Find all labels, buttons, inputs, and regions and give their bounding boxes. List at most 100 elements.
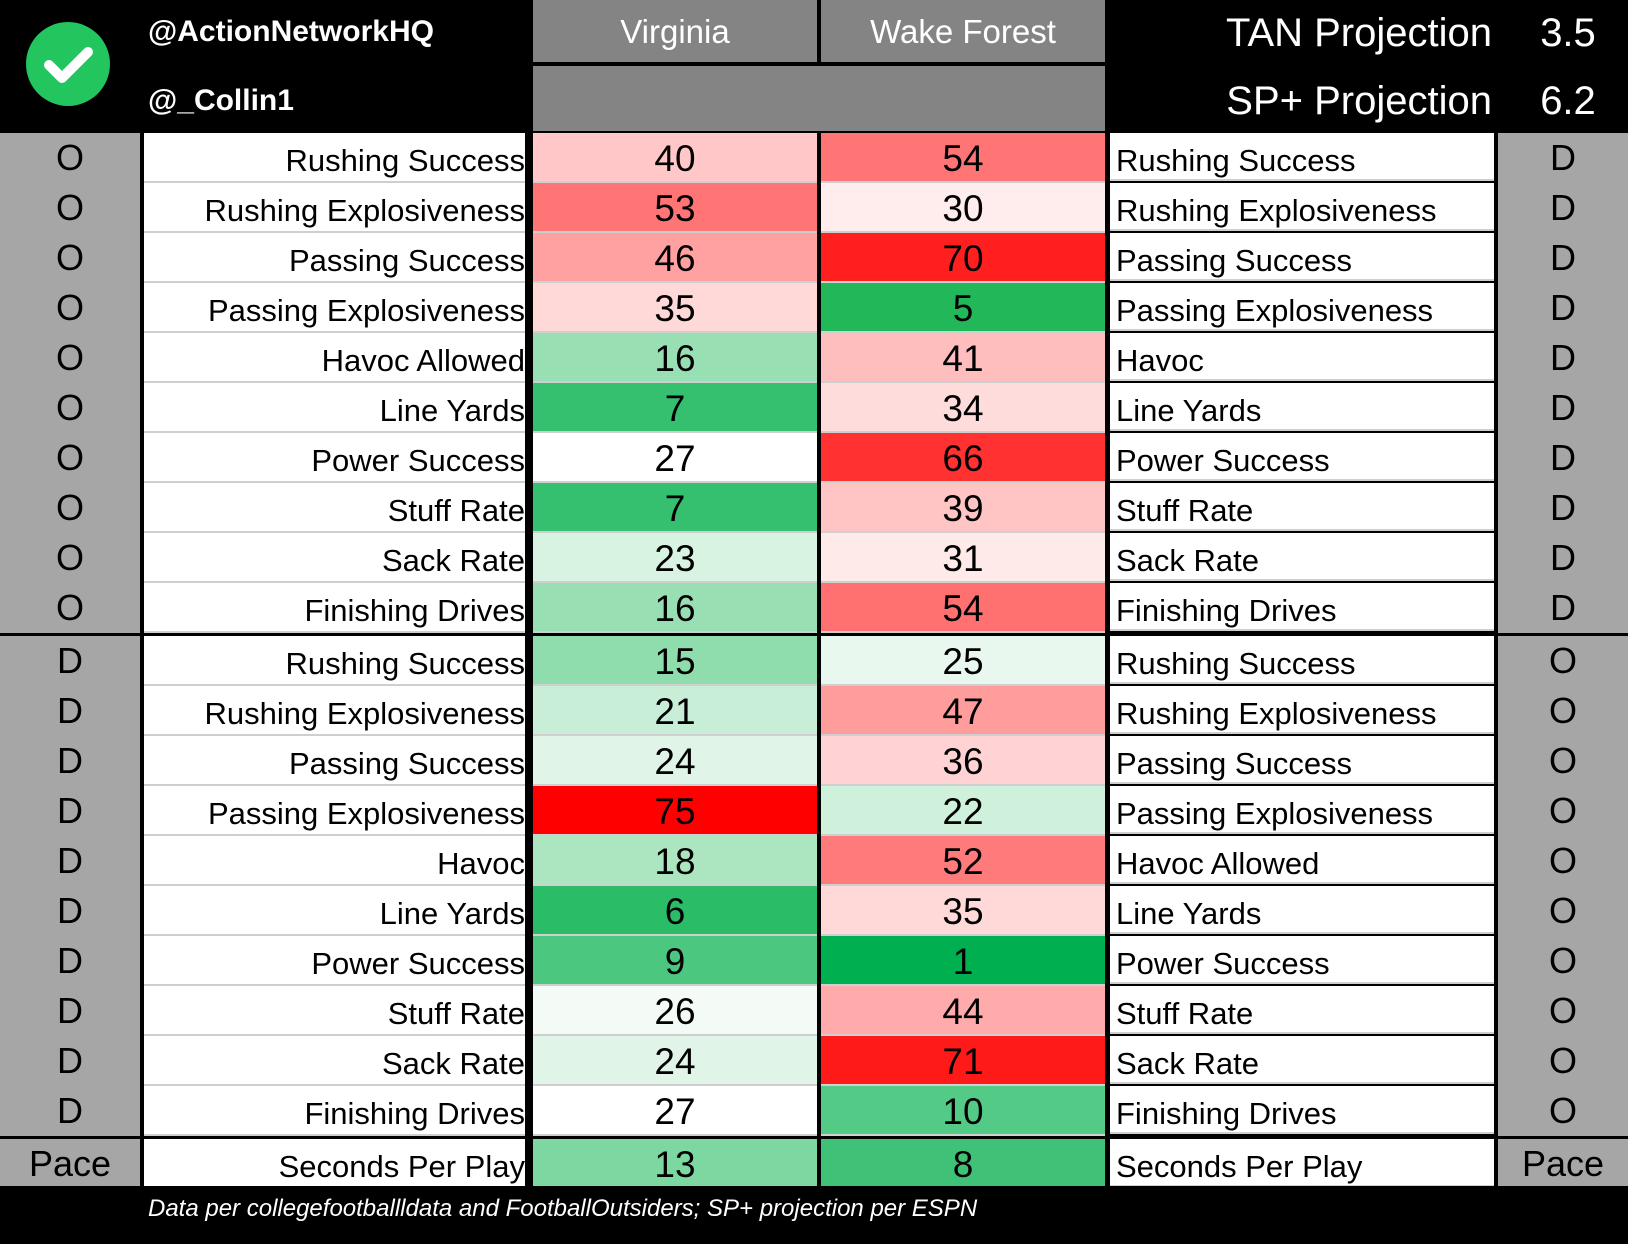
- metric-label-right: Sack Rate: [1110, 1036, 1494, 1084]
- team-a-value: 9: [533, 936, 817, 986]
- metric-label-right: Stuff Rate: [1110, 483, 1494, 531]
- team-a-value: 7: [533, 383, 817, 433]
- team-subheader-bar: [533, 66, 1105, 131]
- metric-label-right: Power Success: [1110, 433, 1494, 481]
- side-label-left: D: [0, 1086, 140, 1136]
- table-row: D Passing Explosiveness 75 22 Passing Explos…: [0, 786, 1628, 836]
- side-label-right: O: [1498, 836, 1628, 886]
- metric-label-right: Line Yards: [1110, 383, 1494, 431]
- team-b-value: 25: [821, 636, 1105, 686]
- metric-label-right: Line Yards: [1110, 886, 1494, 934]
- table-row: D Stuff Rate 26 44 Stuff Rate O: [0, 986, 1628, 1036]
- side-label-right: D: [1498, 233, 1628, 283]
- side-label-right: O: [1498, 1086, 1628, 1136]
- team-a-value: 27: [533, 433, 817, 483]
- matchup-table: O Rushing Success 40 54 Rushing Success D O Rus…: [0, 133, 1628, 1189]
- metric-label-left: Finishing Drives: [144, 1086, 525, 1136]
- table-row: D Rushing Success 15 25 Rushing Success O: [0, 633, 1628, 686]
- table-row: O Passing Explosiveness 35 5 Passing Explosi…: [0, 283, 1628, 333]
- team-a-value: 26: [533, 986, 817, 1036]
- side-label-left: O: [0, 233, 140, 283]
- metric-label-left: Rushing Explosiveness: [144, 686, 525, 736]
- table-row: Pace Seconds Per Play 13 8 Seconds Per Play P…: [0, 1136, 1628, 1189]
- metric-label-right: Sack Rate: [1110, 533, 1494, 581]
- team-b-value: 36: [821, 736, 1105, 786]
- table-row: D Line Yards 6 35 Line Yards O: [0, 886, 1628, 936]
- team-a-value: 53: [533, 183, 817, 233]
- checkmark-logo-icon: [26, 22, 110, 106]
- side-label-right: O: [1498, 686, 1628, 736]
- metric-label-right: Rushing Explosiveness: [1110, 686, 1494, 734]
- side-label-left: D: [0, 686, 140, 736]
- side-label-left: D: [0, 836, 140, 886]
- side-label-left: O: [0, 333, 140, 383]
- team-a-value: 6: [533, 886, 817, 936]
- side-label-right: D: [1498, 583, 1628, 633]
- team-a-value: 7: [533, 483, 817, 533]
- metric-label-left: Passing Explosiveness: [144, 786, 525, 836]
- team-b-value: 66: [821, 433, 1105, 483]
- metric-label-right: Finishing Drives: [1110, 583, 1494, 631]
- side-label-right: Pace: [1498, 1139, 1628, 1189]
- team-a-value: 13: [533, 1139, 817, 1189]
- team-b-value: 47: [821, 686, 1105, 736]
- table-row: D Power Success 9 1 Power Success O: [0, 936, 1628, 986]
- side-label-right: O: [1498, 886, 1628, 936]
- metric-label-right: Havoc Allowed: [1110, 836, 1494, 884]
- footer: Data per collegefootballldata and Footba…: [0, 1186, 1628, 1244]
- team-b-value: 5: [821, 283, 1105, 333]
- side-label-left: O: [0, 383, 140, 433]
- table-row: D Finishing Drives 27 10 Finishing Drives O: [0, 1086, 1628, 1136]
- side-label-right: D: [1498, 333, 1628, 383]
- team-b-value: 71: [821, 1036, 1105, 1086]
- side-label-left: O: [0, 583, 140, 633]
- table-row: O Stuff Rate 7 39 Stuff Rate D: [0, 483, 1628, 533]
- metric-label-left: Sack Rate: [144, 1036, 525, 1086]
- side-label-left: O: [0, 133, 140, 183]
- team-a-value: 40: [533, 133, 817, 183]
- side-label-right: O: [1498, 736, 1628, 786]
- side-label-left: O: [0, 183, 140, 233]
- tan-projection-value: 3.5: [1540, 11, 1596, 55]
- side-label-left: D: [0, 986, 140, 1036]
- team-a-value: 18: [533, 836, 817, 886]
- team-a-value: 27: [533, 1086, 817, 1136]
- table-row: O Finishing Drives 16 54 Finishing Drives D: [0, 583, 1628, 633]
- side-label-right: D: [1498, 483, 1628, 533]
- team-a-value: 15: [533, 636, 817, 686]
- team-a-value: 24: [533, 1036, 817, 1086]
- metric-label-left: Stuff Rate: [144, 483, 525, 533]
- metric-label-right: Passing Success: [1110, 233, 1494, 281]
- side-label-left: D: [0, 786, 140, 836]
- team-b-value: 10: [821, 1086, 1105, 1136]
- metric-label-right: Stuff Rate: [1110, 986, 1494, 1034]
- metric-label-left: Rushing Explosiveness: [144, 183, 525, 233]
- team-a-value: 24: [533, 736, 817, 786]
- metric-label-left: Sack Rate: [144, 533, 525, 583]
- side-label-left: D: [0, 736, 140, 786]
- metric-label-right: Finishing Drives: [1110, 1086, 1494, 1134]
- team-b-value: 1: [821, 936, 1105, 986]
- side-label-right: O: [1498, 786, 1628, 836]
- sp-projection-value: 6.2: [1540, 79, 1596, 123]
- team-b-value: 52: [821, 836, 1105, 886]
- team-b-header: Wake Forest: [821, 0, 1105, 62]
- tan-projection-label: TAN Projection: [1225, 11, 1492, 55]
- team-a-value: 16: [533, 583, 817, 633]
- team-a-header: Virginia: [533, 0, 817, 62]
- team-b-value: 54: [821, 133, 1105, 183]
- side-label-right: D: [1498, 433, 1628, 483]
- side-label-right: D: [1498, 133, 1628, 183]
- table-row: O Passing Success 46 70 Passing Success D: [0, 233, 1628, 283]
- team-b-value: 8: [821, 1139, 1105, 1189]
- team-b-value: 54: [821, 583, 1105, 633]
- table-row: O Rushing Success 40 54 Rushing Success D: [0, 133, 1628, 183]
- side-label-left: O: [0, 533, 140, 583]
- metric-label-right: Havoc: [1110, 333, 1494, 381]
- team-b-value: 41: [821, 333, 1105, 383]
- table-row: D Havoc 18 52 Havoc Allowed O: [0, 836, 1628, 886]
- table-row: O Power Success 27 66 Power Success D: [0, 433, 1628, 483]
- team-a-value: 16: [533, 333, 817, 383]
- table-row: D Passing Success 24 36 Passing Success O: [0, 736, 1628, 786]
- side-label-right: O: [1498, 986, 1628, 1036]
